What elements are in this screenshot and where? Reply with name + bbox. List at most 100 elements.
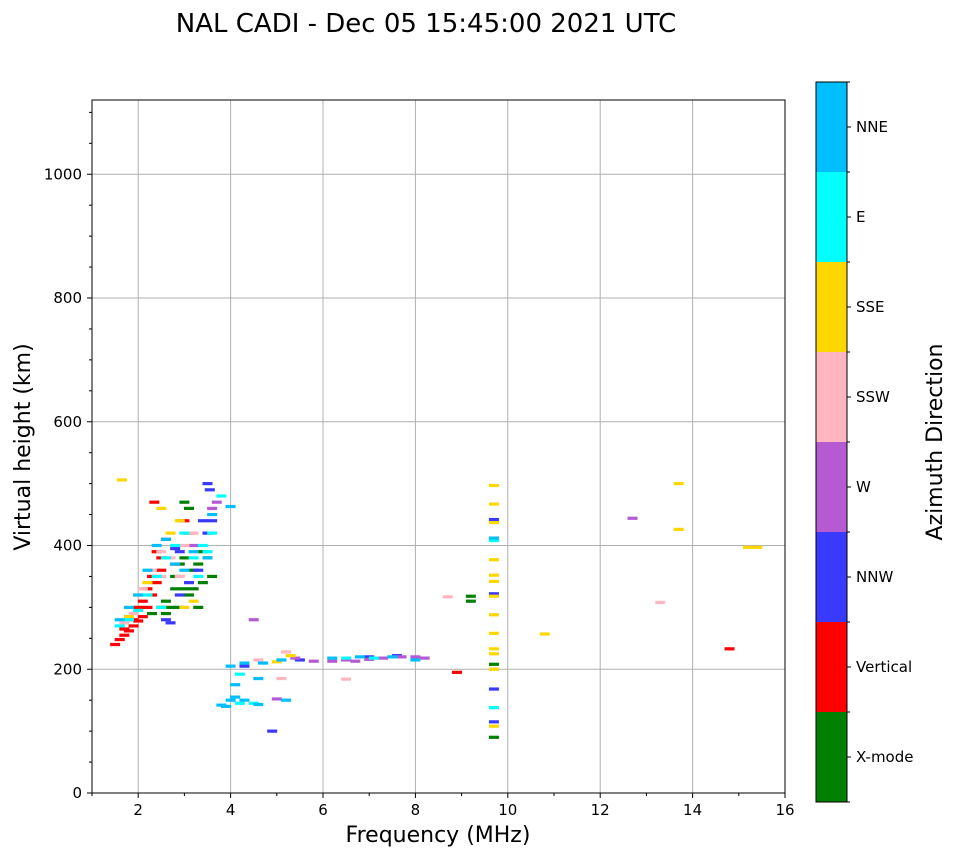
data-point — [442, 595, 453, 599]
data-point — [156, 568, 167, 572]
colorbar-label-item: W — [856, 478, 871, 496]
data-point — [174, 593, 185, 597]
data-point — [276, 658, 287, 662]
data-point — [137, 615, 148, 619]
data-point — [290, 656, 301, 660]
data-point — [204, 488, 215, 492]
data-point — [133, 593, 144, 597]
data-point — [147, 611, 158, 616]
colorbar-label-item: NNW — [856, 568, 893, 586]
data-point — [253, 658, 264, 662]
data-point — [174, 550, 185, 554]
y-axis-label: Virtual height (km) — [11, 343, 36, 550]
data-point — [488, 538, 499, 543]
data-point — [160, 556, 171, 560]
data-point — [488, 667, 499, 671]
data-point — [225, 698, 236, 702]
data-point — [354, 655, 365, 659]
colorbar-label-item: X-mode — [856, 748, 913, 766]
data-point — [179, 543, 190, 548]
data-point — [419, 656, 430, 660]
chart-title: NAL CADI - Dec 05 15:45:00 2021 UTC — [176, 9, 676, 39]
data-point — [165, 605, 176, 609]
colorbar-label-item: NNE — [856, 118, 888, 136]
data-point — [151, 543, 162, 548]
data-point — [410, 655, 421, 659]
data-point — [170, 562, 181, 566]
colorbar-label-item: E — [856, 208, 865, 226]
data-point — [488, 536, 499, 540]
data-point — [156, 605, 167, 609]
y-tick-label: 800 — [53, 289, 82, 307]
data-point — [128, 624, 139, 628]
data-point — [137, 587, 148, 591]
data-point — [165, 621, 176, 625]
data-point — [160, 611, 171, 616]
data-point — [117, 478, 128, 482]
data-point — [488, 521, 499, 525]
data-point — [179, 568, 190, 572]
data-point — [465, 599, 476, 603]
data-point — [488, 517, 499, 522]
data-point — [207, 512, 218, 517]
data-point — [230, 695, 241, 699]
data-point — [142, 605, 153, 609]
colorbar-segment — [816, 172, 847, 262]
data-point — [396, 655, 407, 659]
data-point — [488, 594, 499, 598]
colorbar-segment — [816, 442, 847, 532]
data-point — [142, 568, 153, 572]
y-tick-label: 600 — [53, 413, 82, 431]
data-point — [137, 599, 148, 603]
data-point — [257, 661, 268, 665]
data-point — [170, 587, 181, 591]
data-point — [239, 698, 250, 702]
data-point — [350, 659, 361, 663]
x-tick-label: 14 — [683, 801, 702, 819]
x-tick-label: 4 — [226, 801, 236, 819]
data-point — [174, 519, 185, 523]
x-tick-label: 12 — [591, 801, 610, 819]
data-point — [488, 579, 499, 583]
data-point — [133, 608, 144, 613]
data-point — [488, 631, 499, 635]
data-point — [239, 661, 250, 665]
x-tick-label: 2 — [133, 801, 143, 819]
data-point — [239, 664, 250, 668]
data-point — [294, 658, 305, 662]
data-point — [110, 642, 121, 647]
data-point — [165, 531, 176, 535]
data-point — [179, 587, 190, 591]
data-point — [197, 519, 208, 523]
y-tick-label: 200 — [53, 660, 82, 678]
data-point — [752, 545, 763, 549]
data-point — [170, 546, 181, 551]
data-point — [488, 720, 499, 724]
data-point — [133, 605, 144, 609]
data-point — [188, 531, 199, 535]
colorbar-segment — [816, 262, 847, 352]
colorbar-frame — [815, 81, 848, 803]
data-point — [188, 587, 199, 591]
data-point — [193, 568, 204, 572]
data-point — [207, 574, 218, 579]
data-point — [151, 581, 162, 585]
series-nne — [114, 504, 499, 708]
data-point — [142, 581, 153, 585]
data-point — [119, 633, 130, 637]
data-point — [179, 500, 190, 504]
data-point — [539, 632, 550, 636]
data-point — [156, 550, 167, 554]
data-point — [488, 735, 499, 739]
data-point — [216, 703, 227, 707]
data-point — [341, 658, 352, 662]
data-point — [184, 506, 195, 510]
data-point — [123, 629, 134, 633]
data-point — [327, 656, 338, 660]
data-point — [327, 659, 338, 663]
data-point — [151, 574, 162, 579]
data-point — [488, 613, 499, 617]
y-tick-label: 400 — [53, 537, 82, 555]
y-axis-ticks: 0 200 400 600 800 1000 — [44, 111, 92, 802]
grid-lines — [92, 100, 785, 793]
